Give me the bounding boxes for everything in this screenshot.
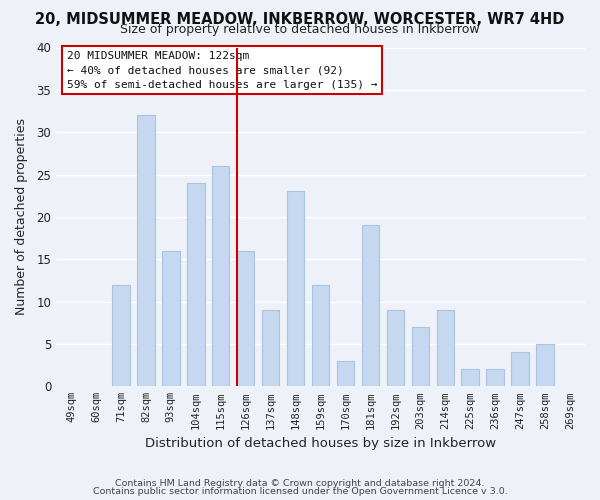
Bar	[112, 284, 130, 386]
Bar	[386, 310, 404, 386]
Text: 20, MIDSUMMER MEADOW, INKBERROW, WORCESTER, WR7 4HD: 20, MIDSUMMER MEADOW, INKBERROW, WORCEST…	[35, 12, 565, 28]
Bar	[212, 166, 229, 386]
Bar	[287, 192, 304, 386]
Bar	[262, 310, 280, 386]
Bar	[536, 344, 554, 387]
Bar	[487, 370, 504, 386]
Bar	[437, 310, 454, 386]
X-axis label: Distribution of detached houses by size in Inkberrow: Distribution of detached houses by size …	[145, 437, 496, 450]
Bar	[187, 183, 205, 386]
Bar	[337, 361, 354, 386]
Text: Contains HM Land Registry data © Crown copyright and database right 2024.: Contains HM Land Registry data © Crown c…	[115, 478, 485, 488]
Text: Size of property relative to detached houses in Inkberrow: Size of property relative to detached ho…	[120, 22, 480, 36]
Bar	[312, 284, 329, 386]
Text: Contains public sector information licensed under the Open Government Licence v : Contains public sector information licen…	[92, 487, 508, 496]
Bar	[237, 251, 254, 386]
Bar	[137, 116, 155, 386]
Bar	[362, 226, 379, 386]
Y-axis label: Number of detached properties: Number of detached properties	[15, 118, 28, 316]
Bar	[162, 251, 179, 386]
Bar	[461, 370, 479, 386]
Text: 20 MIDSUMMER MEADOW: 122sqm
← 40% of detached houses are smaller (92)
59% of sem: 20 MIDSUMMER MEADOW: 122sqm ← 40% of det…	[67, 51, 377, 90]
Bar	[412, 327, 429, 386]
Bar	[511, 352, 529, 386]
